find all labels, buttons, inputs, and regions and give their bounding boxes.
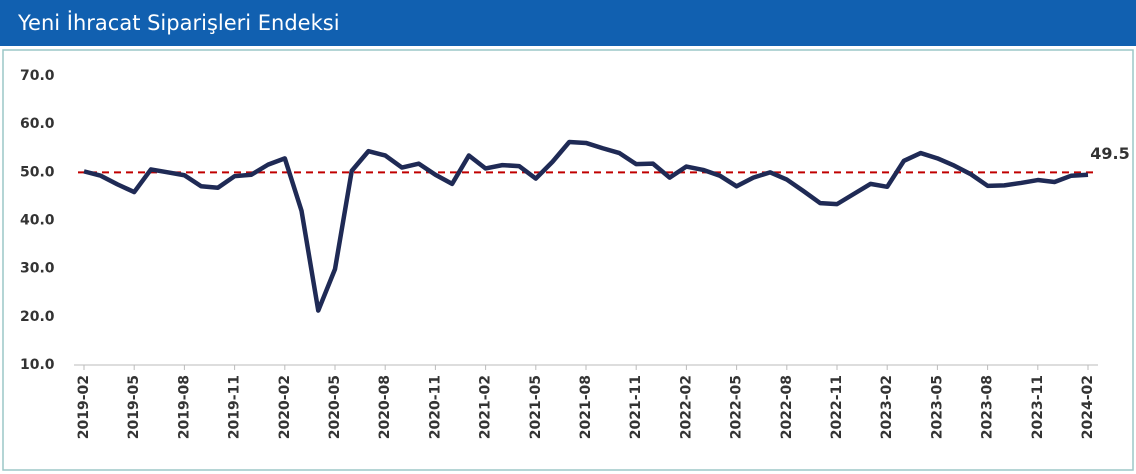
x-tick-label: 2023-08 bbox=[980, 375, 996, 439]
x-tick-label: 2023-11 bbox=[1030, 375, 1046, 439]
x-tick-label: 2020-08 bbox=[377, 375, 393, 439]
x-tick-label: 2020-02 bbox=[277, 375, 293, 439]
y-tick-label: 40.0 bbox=[20, 213, 55, 229]
x-tick-label: 2022-05 bbox=[729, 375, 745, 439]
x-tick-label: 2021-08 bbox=[578, 375, 594, 439]
frame bbox=[2, 49, 1134, 471]
x-tick-label: 2020-11 bbox=[427, 375, 443, 439]
x-tick-label: 2022-08 bbox=[779, 375, 795, 439]
y-tick-label: 60.0 bbox=[20, 116, 55, 132]
x-tick-label: 2021-11 bbox=[628, 375, 644, 439]
chart-title: Yeni İhracat Siparişleri Endeksi bbox=[0, 0, 1136, 46]
data-label: 49.5 bbox=[1090, 144, 1129, 163]
x-tick-label: 2022-11 bbox=[829, 375, 845, 439]
x-tick-label: 2023-05 bbox=[929, 375, 945, 439]
y-tick-label: 50.0 bbox=[20, 164, 55, 180]
x-tick-label: 2022-02 bbox=[678, 375, 694, 439]
x-tick-label: 2019-02 bbox=[76, 375, 92, 439]
x-tick-label: 2019-08 bbox=[176, 375, 192, 439]
x-tick-label: 2019-11 bbox=[227, 375, 243, 439]
x-tick-label: 2019-05 bbox=[126, 375, 142, 439]
x-tick-label: 2021-05 bbox=[528, 375, 544, 439]
y-tick-label: 30.0 bbox=[20, 261, 55, 277]
x-tick-label: 2020-05 bbox=[327, 375, 343, 439]
y-tick-label: 10.0 bbox=[20, 357, 55, 373]
y-tick-label: 70.0 bbox=[20, 68, 55, 84]
x-tick-label: 2021-02 bbox=[478, 375, 494, 439]
x-tick-label: 2024-02 bbox=[1080, 375, 1096, 439]
chart: 10.0 20.0 30.0 40.0 50.0 60.0 70.0 2019-02 2019-… bbox=[2, 49, 1134, 471]
x-tick-label: 2023-02 bbox=[879, 375, 895, 439]
line-series bbox=[83, 139, 1089, 313]
y-tick-label: 20.0 bbox=[20, 309, 55, 325]
